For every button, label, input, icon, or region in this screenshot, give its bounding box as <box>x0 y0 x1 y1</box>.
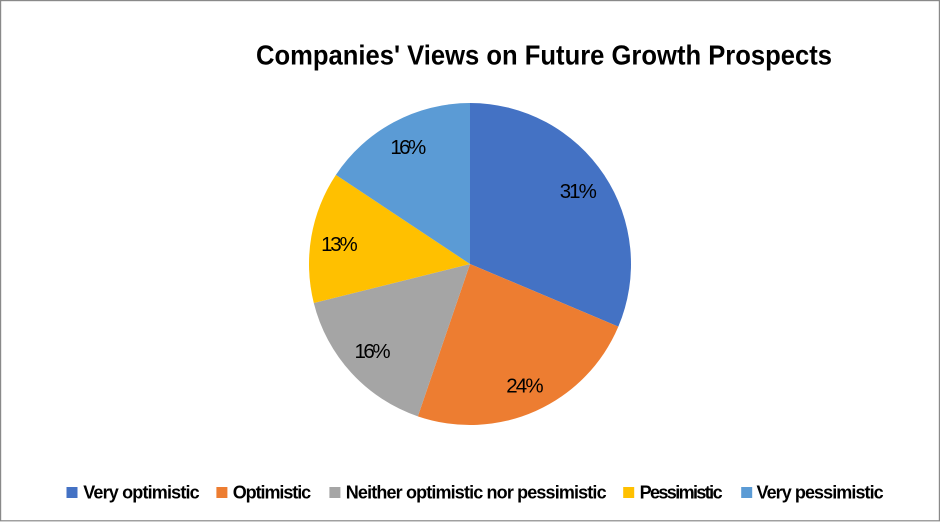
svg-text:Companies' Views on Future Gro: Companies' Views on Future Growth Prospe… <box>256 40 832 71</box>
svg-text:Neither optimistic nor pessimi: Neither optimistic nor pessimistic <box>346 482 607 502</box>
svg-text:24%: 24% <box>506 374 543 397</box>
svg-text:Very optimistic: Very optimistic <box>83 482 200 502</box>
svg-text:Very pessimistic: Very pessimistic <box>757 482 884 502</box>
svg-text:13%: 13% <box>321 233 358 256</box>
svg-text:Pessimistic: Pessimistic <box>640 482 723 502</box>
svg-text:31%: 31% <box>560 180 597 203</box>
svg-text:16%: 16% <box>390 136 426 159</box>
svg-text:16%: 16% <box>355 340 391 363</box>
svg-text:Optimistic: Optimistic <box>233 482 312 502</box>
